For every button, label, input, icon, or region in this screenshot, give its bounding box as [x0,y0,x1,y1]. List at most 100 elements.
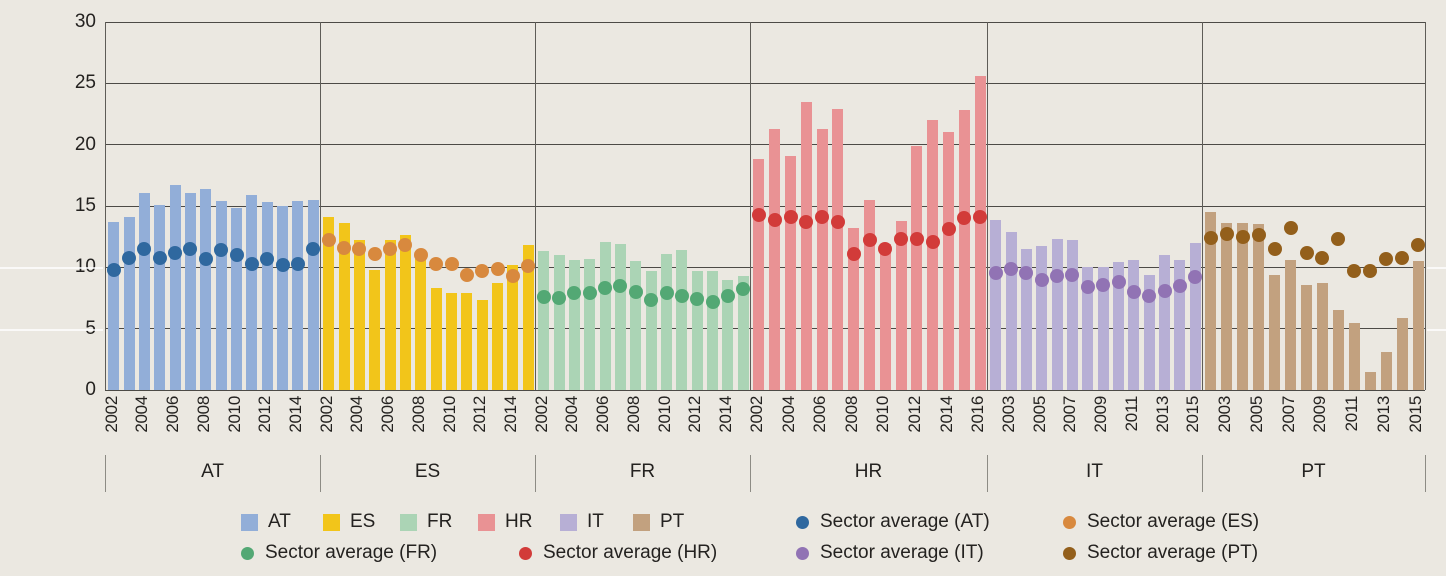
sector-average-dot-ES-2007 [398,238,413,253]
sector-average-dot-HR-2011 [894,232,909,247]
bar-PT-2010 [1332,310,1344,390]
country-section-FR [535,22,751,390]
gridline-25 [105,82,1425,84]
bar-FR-2012 [691,271,703,390]
bar-HR-2014 [943,132,954,390]
x-tick-label-IT-2003: 2003 [999,396,1019,433]
x-tick-label-HR-2004: 2004 [778,396,798,433]
bar-PT-2013 [1380,351,1392,390]
bar-IT-2011 [1128,259,1140,390]
country-group-label-IT: IT [1086,461,1103,482]
bar-IT-2012 [1143,274,1155,390]
bar-IT-2010 [1113,262,1125,390]
legend-item-sector-average-IT: Sector average (IT) [796,541,984,565]
sector-average-dot-IT-2006 [1050,268,1065,283]
bar-ES-2014 [507,264,519,390]
legend-item-label: PT [660,511,685,532]
bar-PT-2012 [1364,371,1376,390]
sector-average-dot-IT-2009 [1096,277,1111,292]
x-tick-label-PT-2009: 2009 [1310,396,1330,433]
sector-average-dot-FR-2006 [598,281,613,296]
y-tick-label-30: 30 [74,11,96,32]
legend-item-AT: AT [241,510,291,534]
x-tick-label-HR-2010: 2010 [873,396,893,433]
page-rule-left-upper [0,267,103,269]
sector-average-dot-IT-2011 [1126,284,1141,299]
bar-IT-2008 [1082,267,1094,390]
x-tick-label-FR-2010: 2010 [654,396,674,433]
sector-average-dot-FR-2005 [582,286,597,301]
sector-average-dot-AT-2012 [260,251,275,266]
sector-average-dot-HR-2013 [925,234,940,249]
country-section-ES [320,22,536,390]
country-group-label-ES: ES [414,461,441,482]
x-tick-label-ES-2002: 2002 [316,396,336,433]
bar-FR-2014 [722,279,734,390]
sector-average-dot-FR-2015 [736,282,751,297]
legend-dot-IT [796,546,809,560]
bar-ES-2015 [522,245,534,390]
sector-average-dot-HR-2004 [783,210,798,225]
bar-ES-2012 [476,300,488,390]
sector-average-dot-PT-2013 [1379,251,1394,266]
country-group-label-AT: AT [201,461,224,482]
country-section-AT [105,22,321,390]
sector-average-dot-FR-2004 [567,286,582,301]
sector-average-dot-AT-2013 [275,257,290,272]
country-separator-tick [105,455,106,492]
sector-average-dot-IT-2010 [1111,275,1126,290]
x-tick-label-PT-2015: 2015 [1406,396,1426,433]
x-tick-label-HR-2014: 2014 [936,396,956,433]
sector-average-dot-FR-2007 [613,278,628,293]
bar-ES-2004 [353,240,365,390]
bar-ES-2005 [369,269,381,390]
bar-PT-2015 [1412,261,1424,390]
bar-FR-2006 [599,241,611,390]
legend-item-ES: ES [323,510,375,534]
bar-ES-2007 [399,235,411,390]
x-tick-label-PT-2013: 2013 [1374,396,1394,433]
sector-average-dot-PT-2014 [1395,250,1410,265]
bar-PT-2011 [1348,322,1360,390]
bar-IT-2002 [990,219,1002,390]
sector-average-dot-ES-2015 [521,259,536,274]
sector-average-dot-FR-2003 [552,291,567,305]
bar-HR-2016 [974,75,986,390]
bar-FR-2007 [614,244,626,390]
sector-average-dot-ES-2012 [475,264,490,279]
country-separator-tick [987,455,988,492]
legend-item-IT: IT [560,510,604,534]
bar-IT-2014 [1174,259,1186,390]
sector-average-dot-AT-2005 [152,250,167,265]
x-tick-label-IT-2011: 2011 [1121,396,1141,432]
sector-average-dot-PT-2007 [1283,221,1298,236]
legend-swatch-IT [560,513,577,531]
legend-item-PT: PT [633,510,684,534]
bar-AT-2003 [123,217,135,390]
bar-IT-2009 [1097,267,1109,390]
sector-average-dot-HR-2008 [846,246,861,261]
sector-average-dot-IT-2013 [1157,283,1172,298]
sector-average-dot-AT-2015 [306,241,321,256]
page-rule-left-lower [0,329,103,331]
sector-average-dot-AT-2010 [229,248,244,263]
sector-average-dot-IT-2004 [1019,266,1034,281]
sector-average-dot-PT-2004 [1235,229,1250,244]
sector-average-dot-AT-2007 [183,241,198,256]
x-axis-baseline [105,389,1425,391]
bar-FR-2003 [553,255,565,390]
sector-average-dot-HR-2005 [799,214,814,229]
bar-AT-2006 [169,185,181,390]
sector-average-dot-FR-2011 [674,288,689,303]
x-tick-label-AT-2006: 2006 [163,396,183,433]
sector-average-dot-IT-2008 [1080,279,1095,294]
bar-AT-2005 [154,204,166,390]
bar-FR-2008 [630,261,642,390]
legend-item-FR: FR [400,510,452,534]
country-section-HR [750,22,988,390]
sector-average-dot-ES-2008 [413,248,428,263]
bar-ES-2002 [323,217,335,390]
bar-IT-2007 [1066,240,1078,390]
legend-item-sector-average-ES: Sector average (ES) [1063,510,1259,534]
